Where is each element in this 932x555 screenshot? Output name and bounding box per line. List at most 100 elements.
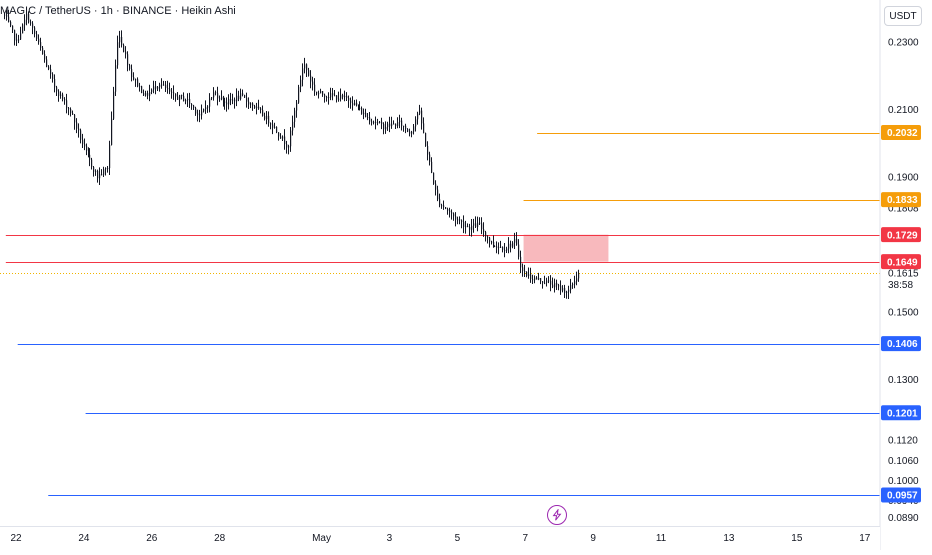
price-badge-blue[interactable]: 0.1201 xyxy=(881,405,921,421)
price-badge-blue[interactable]: 0.1406 xyxy=(881,336,921,352)
candle xyxy=(30,19,32,26)
candle xyxy=(246,92,248,108)
candle xyxy=(14,29,16,46)
candle xyxy=(352,96,354,111)
candle xyxy=(195,106,197,116)
candle xyxy=(22,23,24,34)
candle xyxy=(369,112,371,125)
price-badge-orange[interactable]: 0.2032 xyxy=(881,125,921,141)
candle xyxy=(88,147,90,158)
level-layer xyxy=(0,133,880,496)
candle xyxy=(258,99,260,110)
candle xyxy=(107,165,109,173)
price-axis[interactable] xyxy=(880,0,932,550)
lightning-glyph xyxy=(552,509,562,521)
x-tick-label: 3 xyxy=(387,533,393,544)
candle xyxy=(197,109,199,122)
candle xyxy=(457,216,459,225)
price-badge-label: 0.1201 xyxy=(887,408,918,419)
candle xyxy=(441,203,443,209)
candle xyxy=(223,95,225,107)
candle xyxy=(147,90,149,100)
candle xyxy=(467,223,469,228)
price-badge-red[interactable]: 0.1729 xyxy=(881,227,921,243)
x-tick-label: 28 xyxy=(214,533,226,544)
candle xyxy=(423,117,425,134)
candle xyxy=(401,117,403,131)
candle xyxy=(493,235,495,248)
candle xyxy=(272,119,274,135)
candle xyxy=(207,105,209,113)
candle xyxy=(103,166,105,177)
candle xyxy=(115,59,117,96)
candle xyxy=(338,91,340,102)
candle xyxy=(238,90,240,102)
candle xyxy=(387,121,389,131)
candle xyxy=(548,276,550,284)
candle xyxy=(504,243,506,258)
candle xyxy=(119,30,121,48)
candle xyxy=(500,240,502,249)
candle xyxy=(373,120,375,125)
candle xyxy=(429,151,431,166)
candle xyxy=(437,185,439,202)
candle xyxy=(413,123,415,135)
candle xyxy=(344,90,346,102)
y-tick-label: 0.1000 xyxy=(888,476,919,487)
candle xyxy=(248,97,250,109)
candle xyxy=(4,12,6,20)
candle xyxy=(405,123,407,134)
candle xyxy=(62,92,64,102)
symbol-title[interactable]: MAGIC / TetherUS · 1h · BINANCE · Heikin… xyxy=(0,5,236,17)
price-badge-orange[interactable]: 0.1833 xyxy=(881,192,921,208)
price-badge-red[interactable]: 0.1649 xyxy=(881,254,921,270)
candle xyxy=(159,82,161,92)
candle xyxy=(356,99,358,107)
candle xyxy=(455,212,457,227)
currency-button[interactable]: USDT xyxy=(884,6,922,26)
candle xyxy=(342,93,344,100)
candle xyxy=(167,80,169,94)
candle xyxy=(252,102,254,111)
candle xyxy=(514,232,516,250)
candle xyxy=(54,74,56,93)
zone-layer xyxy=(523,234,609,262)
x-tick-label: 15 xyxy=(791,533,803,544)
candle xyxy=(264,112,266,121)
candle xyxy=(363,108,365,120)
candle xyxy=(18,34,20,44)
candle xyxy=(232,93,234,105)
candle xyxy=(242,89,244,97)
resistance-zone[interactable] xyxy=(523,234,609,262)
time-axis[interactable] xyxy=(0,526,880,550)
candle xyxy=(290,127,292,152)
candle xyxy=(135,78,137,87)
candle xyxy=(266,111,268,125)
candle xyxy=(383,122,385,135)
candle xyxy=(240,88,242,101)
candle xyxy=(306,63,308,77)
candle xyxy=(475,216,477,228)
price-badge-blue[interactable]: 0.0957 xyxy=(881,487,921,503)
candle xyxy=(64,97,66,105)
candle xyxy=(415,116,417,132)
candle xyxy=(82,133,84,149)
candle xyxy=(224,97,226,110)
candle xyxy=(153,80,155,94)
candle xyxy=(361,106,363,115)
candle xyxy=(522,263,524,277)
candle xyxy=(463,215,465,234)
candle xyxy=(389,116,391,133)
candle xyxy=(296,99,298,118)
candle xyxy=(292,115,294,136)
price-badge-label: 0.0957 xyxy=(887,491,918,502)
y-tick-label: 0.1060 xyxy=(888,456,919,467)
x-tick-label: 13 xyxy=(723,533,735,544)
candle xyxy=(181,94,183,100)
candle xyxy=(294,107,296,128)
candle xyxy=(346,92,348,101)
lightning-icon[interactable] xyxy=(547,505,567,525)
candle xyxy=(219,95,221,102)
